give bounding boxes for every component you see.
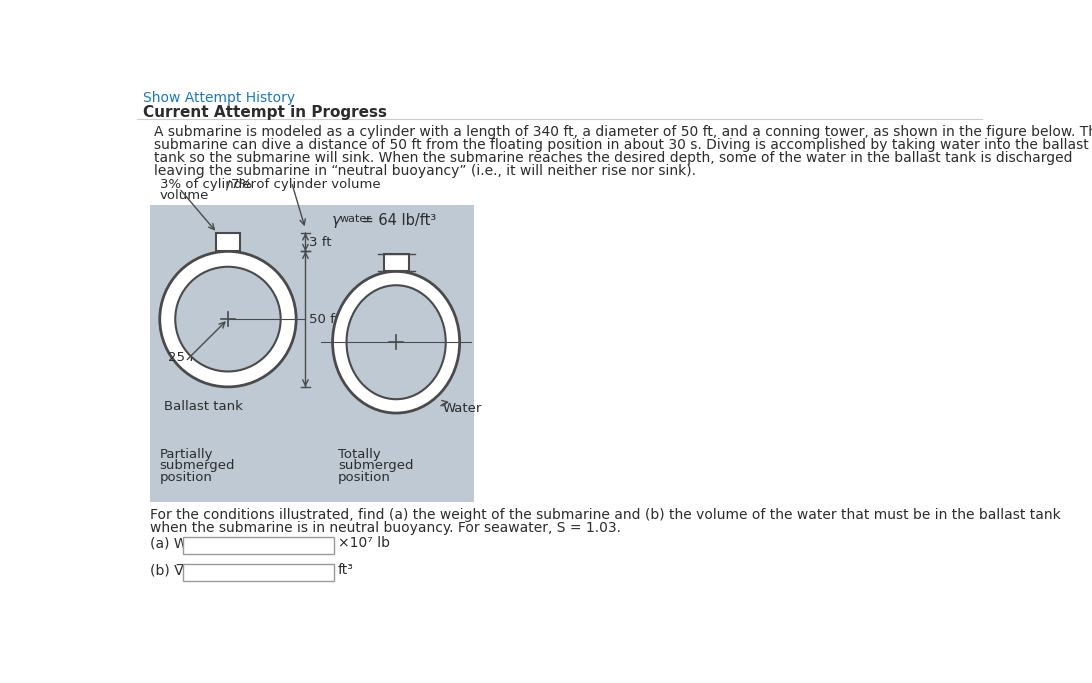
Text: 25 ft: 25 ft (167, 351, 199, 364)
Circle shape (159, 251, 296, 387)
Text: Water: Water (442, 402, 482, 415)
Text: 3% of cylinder: 3% of cylinder (159, 178, 256, 191)
Text: (a) W =: (a) W = (151, 536, 204, 550)
Text: submarine can dive a distance of 50 ft from the floating position in about 30 s.: submarine can dive a distance of 50 ft f… (154, 138, 1089, 152)
Text: position: position (159, 471, 213, 484)
Text: 7% of cylinder volume: 7% of cylinder volume (232, 178, 381, 191)
Bar (183, 537, 334, 554)
Bar (151, 205, 474, 501)
Text: submerged: submerged (339, 459, 414, 472)
Bar (183, 564, 334, 581)
Text: γ: γ (332, 213, 341, 228)
Text: 3 ft: 3 ft (309, 236, 332, 249)
Text: 50 ft: 50 ft (309, 313, 341, 326)
Text: Totally: Totally (339, 448, 381, 461)
Text: water: water (340, 214, 371, 225)
Text: For the conditions illustrated, find (a) the weight of the submarine and (b) the: For the conditions illustrated, find (a)… (151, 507, 1061, 522)
Text: Ballast tank: Ballast tank (164, 400, 242, 413)
Text: Partially: Partially (159, 448, 213, 461)
Text: Current Attempt in Progress: Current Attempt in Progress (143, 105, 387, 120)
Ellipse shape (346, 285, 446, 399)
Bar (215, 233, 240, 251)
Text: volume: volume (159, 189, 210, 202)
Text: tank so the submarine will sink. When the submarine reaches the desired depth, s: tank so the submarine will sink. When th… (154, 151, 1072, 165)
Circle shape (175, 267, 281, 372)
Text: A submarine is modeled as a cylinder with a length of 340 ft, a diameter of 50 f: A submarine is modeled as a cylinder wit… (154, 125, 1092, 139)
Text: when the submarine is in neutral buoyancy. For seawater, S = 1.03.: when the submarine is in neutral buoyanc… (151, 521, 621, 535)
Text: submerged: submerged (159, 459, 235, 472)
Text: = 64 lb/ft³: = 64 lb/ft³ (357, 213, 437, 228)
Ellipse shape (333, 271, 460, 413)
Text: Show Attempt History: Show Attempt History (143, 92, 295, 105)
Text: position: position (339, 471, 391, 484)
Text: ft³: ft³ (339, 563, 354, 577)
Text: leaving the submarine in “neutral buoyancy” (i.e., it will neither rise nor sink: leaving the submarine in “neutral buoyan… (154, 165, 696, 178)
Text: /: / (226, 178, 230, 191)
Text: ×10⁷ lb: ×10⁷ lb (339, 536, 390, 550)
Bar (383, 255, 408, 271)
Text: (b) V̅ =: (b) V̅ = (151, 563, 200, 577)
